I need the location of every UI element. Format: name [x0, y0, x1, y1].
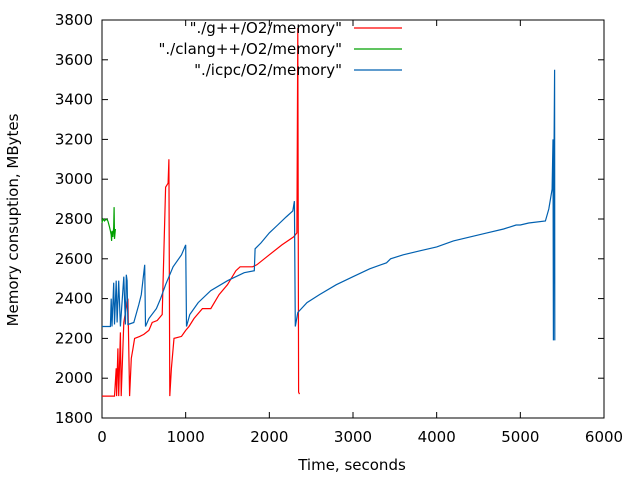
y-tick-label: 1800 — [55, 409, 93, 427]
series-line-clang-o2-memory — [101, 207, 116, 241]
y-axis-label: Memory consuption, MBytes — [4, 113, 22, 326]
legend-label: "./g++/O2/memory" — [190, 19, 342, 37]
series-line-g-o2-memory — [102, 27, 301, 397]
x-tick-label: 6000 — [585, 428, 623, 446]
x-tick-label: 1000 — [167, 428, 205, 446]
legend: "./g++/O2/memory" "./clang++/O2/memory" ".… — [158, 19, 402, 79]
series-layer — [101, 27, 556, 397]
x-tick-label: 4000 — [418, 428, 456, 446]
y-tick-label: 2400 — [55, 290, 93, 308]
x-tick-label: 3000 — [334, 428, 372, 446]
y-tick-label: 3000 — [55, 170, 93, 188]
y-tick-label: 2600 — [55, 250, 93, 268]
y-tick-label: 3400 — [55, 91, 93, 109]
x-tick-label: 2000 — [250, 428, 288, 446]
axis-layer: 0 1000 2000 3000 4000 5000 6000 1800 2000 2200 240… — [55, 11, 623, 446]
plot-frame — [101, 19, 605, 419]
legend-label: "./clang++/O2/memory" — [158, 40, 342, 58]
y-tick-label: 3200 — [55, 130, 93, 148]
legend-label: "./icpc/O2/memory" — [194, 61, 342, 79]
y-tick-label: 3800 — [55, 11, 93, 29]
x-tick-label: 0 — [97, 428, 107, 446]
y-tick-label: 2200 — [55, 329, 93, 347]
series-line-icpc-o2-memory — [102, 69, 556, 341]
x-tick-label: 5000 — [501, 428, 539, 446]
x-axis-label: Time, seconds — [297, 456, 406, 474]
y-tick-label: 2800 — [55, 210, 93, 228]
y-tick-label: 3600 — [55, 51, 93, 69]
y-tick-label: 2000 — [55, 369, 93, 387]
